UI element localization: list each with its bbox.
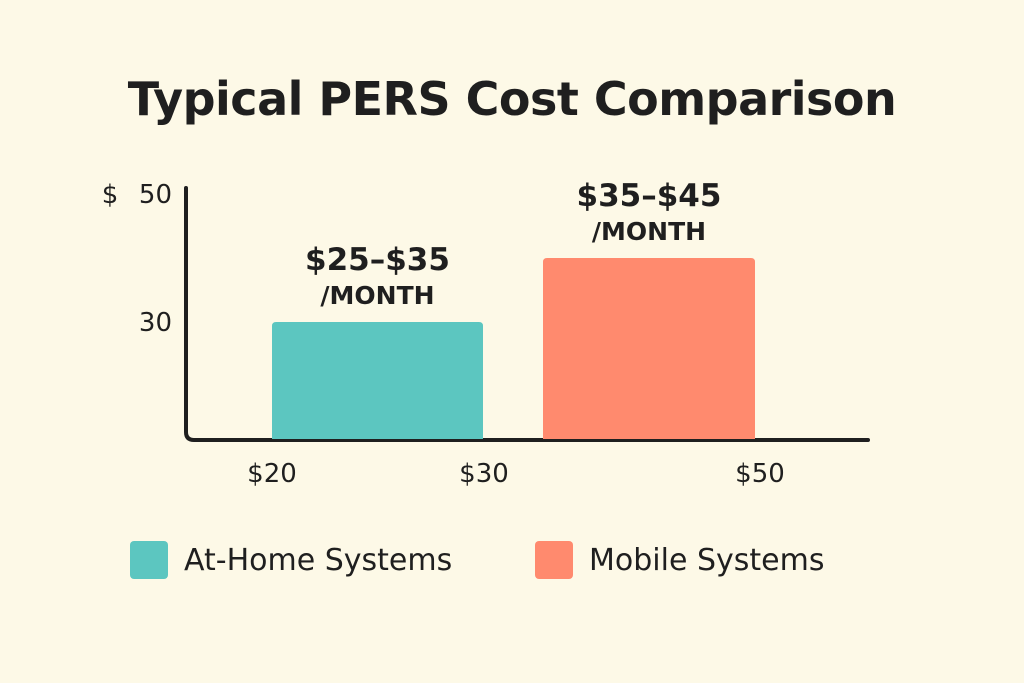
bar-label-unit: /MONTH: [320, 281, 434, 310]
chart-title: Typical PERS Cost Comparison: [127, 72, 897, 126]
legend-item-at-home: At-Home Systems: [130, 540, 452, 580]
legend-label-mobile: Mobile Systems: [589, 542, 825, 578]
legend-swatch-mobile: [535, 541, 573, 579]
y-axis-label: $: [102, 180, 119, 210]
x-tick-label: $50: [735, 459, 785, 489]
legend: At-Home Systems Mobile Systems: [0, 540, 1024, 580]
x-tick-label: $30: [459, 459, 509, 489]
y-tick-label: 30: [139, 308, 172, 338]
y-tick-label: 50: [139, 180, 172, 210]
chart-marks: $50 30 $20 $30 $50 $25–$35/MONTH $35–$45/MONTH: [102, 178, 870, 489]
x-tick-label: $20: [247, 459, 297, 489]
bar-label-range: $25–$35: [305, 242, 450, 278]
bar-at-home: [272, 322, 483, 439]
bar-label-range: $35–$45: [577, 178, 722, 214]
legend-item-mobile: Mobile Systems: [535, 540, 824, 580]
chart-axes: [184, 186, 870, 442]
bar-label-unit: /MONTH: [592, 217, 706, 246]
bar-mobile: [543, 258, 755, 439]
legend-swatch-at-home: [130, 541, 168, 579]
legend-label-at-home: At-Home Systems: [184, 542, 453, 578]
